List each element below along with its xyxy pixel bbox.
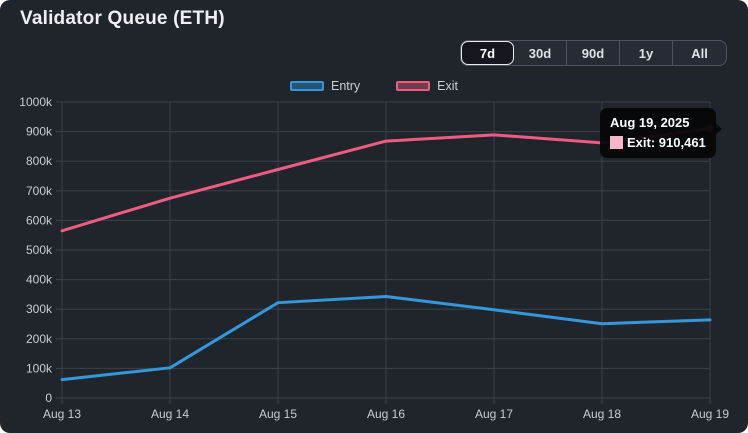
svg-text:800k: 800k	[26, 154, 53, 168]
svg-text:Aug 13: Aug 13	[43, 407, 81, 421]
range-button-30d[interactable]: 30d	[514, 41, 567, 65]
svg-text:200k: 200k	[26, 332, 53, 346]
range-button-7d[interactable]: 7d	[461, 41, 514, 65]
chart-tooltip: Aug 19, 2025 Exit: 910,461	[600, 108, 722, 158]
page-title: Validator Queue (ETH)	[20, 8, 225, 29]
tooltip-swatch	[610, 136, 623, 149]
svg-text:Aug 14: Aug 14	[151, 407, 189, 421]
range-button-1y[interactable]: 1y	[620, 41, 673, 65]
svg-text:Aug 16: Aug 16	[367, 407, 405, 421]
legend-swatch	[396, 81, 431, 91]
svg-text:Aug 15: Aug 15	[259, 407, 297, 421]
legend-label-entry: Entry	[330, 79, 361, 93]
svg-text:300k: 300k	[26, 302, 53, 316]
svg-text:900k: 900k	[26, 125, 53, 139]
svg-text:700k: 700k	[26, 184, 53, 198]
chart-legend: Entry Exit	[0, 79, 748, 93]
tooltip-row: Exit: 910,461	[610, 135, 706, 150]
range-button-90d[interactable]: 90d	[567, 41, 620, 65]
legend-label-exit: Exit	[437, 79, 459, 93]
svg-text:600k: 600k	[26, 213, 53, 227]
tooltip-caret	[714, 123, 722, 135]
svg-text:400k: 400k	[26, 273, 53, 287]
svg-text:0: 0	[45, 391, 52, 405]
range-button-group: 7d 30d 90d 1y All	[460, 40, 727, 66]
svg-text:Aug 17: Aug 17	[475, 407, 513, 421]
legend-item-exit[interactable]: Exit	[396, 79, 458, 93]
svg-text:500k: 500k	[26, 243, 53, 257]
svg-text:1000k: 1000k	[19, 95, 53, 109]
svg-text:Aug 19: Aug 19	[691, 407, 729, 421]
svg-text:Aug 18: Aug 18	[583, 407, 621, 421]
svg-text:100k: 100k	[26, 361, 53, 375]
tooltip-value: Exit: 910,461	[627, 135, 706, 150]
legend-item-entry[interactable]: Entry	[289, 79, 361, 93]
tooltip-title: Aug 19, 2025	[610, 115, 690, 130]
legend-swatch	[289, 81, 324, 91]
range-button-all[interactable]: All	[673, 41, 726, 65]
